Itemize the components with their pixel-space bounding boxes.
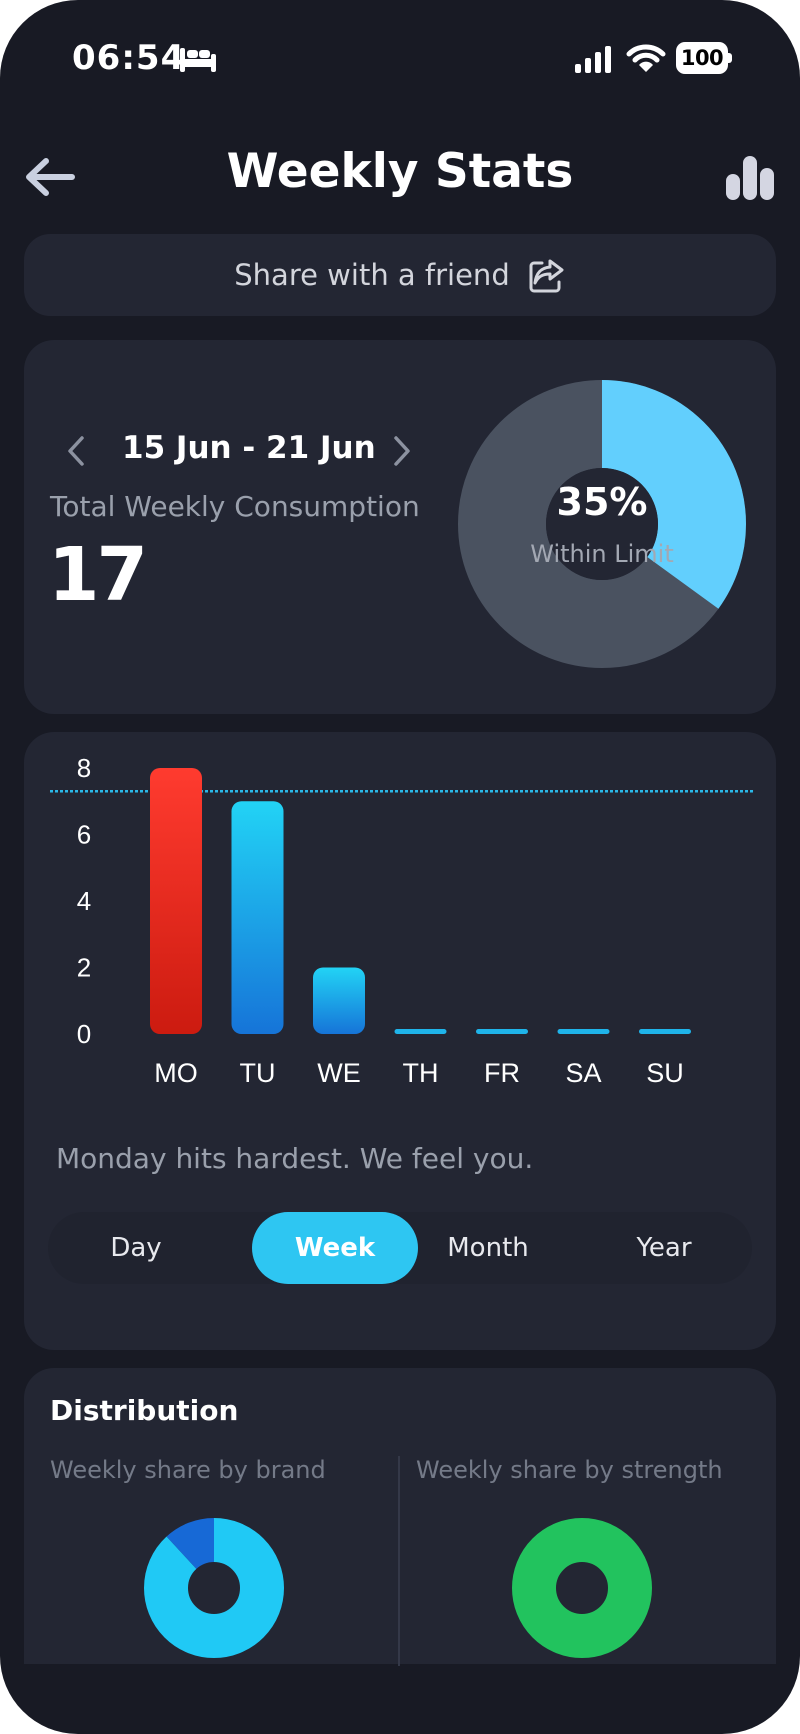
page-title: Weekly Stats xyxy=(226,144,574,199)
tab-day[interactable]: Day xyxy=(110,1233,162,1263)
x-tick-label: WE xyxy=(317,1058,361,1088)
distribution-card: Distribution Weekly share by brand Weekl… xyxy=(24,1368,776,1666)
bar-fr xyxy=(476,1029,528,1034)
share-icon xyxy=(529,259,564,293)
x-tick-label: SU xyxy=(646,1058,684,1088)
donut-slice-1 xyxy=(144,1518,284,1658)
weekly-summary-card: 15 Jun - 21 Jun Total Weekly Consumption… xyxy=(24,340,776,714)
previous-week-icon[interactable] xyxy=(64,434,88,468)
y-tick-label: 2 xyxy=(77,953,91,983)
within-limit-percent: 35% xyxy=(556,480,648,524)
bar-sa xyxy=(557,1029,610,1034)
bar-tu xyxy=(231,801,284,1034)
distribution-divider xyxy=(398,1456,400,1666)
x-tick-label: MO xyxy=(154,1058,198,1088)
battery-indicator: 100 xyxy=(676,42,732,74)
daily-consumption-card: 0 2 4 6 8 MO TU WE TH FR SA SU Monday hits hardest.… xyxy=(24,732,776,1350)
x-tick-label: FR xyxy=(484,1058,520,1088)
y-tick-label: 4 xyxy=(77,886,91,916)
battery-level: 100 xyxy=(676,42,728,74)
cellular-signal-icon xyxy=(575,46,611,73)
share-with-friend-button[interactable]: Share with a friend xyxy=(24,234,776,316)
bar-th xyxy=(394,1029,447,1034)
bar-we xyxy=(313,967,365,1034)
total-consumption-value: 17 xyxy=(48,532,148,618)
y-tick-label: 6 xyxy=(77,820,91,850)
bar-mo xyxy=(150,768,202,1034)
battery-tip xyxy=(728,53,732,63)
status-time: 06:54 xyxy=(72,38,186,78)
chart-caption: Monday hits hardest. We feel you. xyxy=(56,1142,534,1175)
next-week-icon[interactable] xyxy=(390,434,414,468)
strength-share-donut-chart xyxy=(512,1518,652,1658)
brand-share-label: Weekly share by brand xyxy=(50,1456,326,1484)
donut-slice-0 xyxy=(512,1518,652,1658)
strength-share-label: Weekly share by strength xyxy=(416,1456,723,1484)
tab-month[interactable]: Month xyxy=(447,1233,529,1263)
donut-hole xyxy=(546,468,658,580)
bar-su xyxy=(639,1029,691,1034)
sleep-bed-icon xyxy=(180,48,216,72)
tab-week[interactable]: Week xyxy=(252,1212,418,1284)
x-tick-label: TH xyxy=(403,1058,439,1088)
date-range: 15 Jun - 21 Jun xyxy=(122,430,376,466)
share-button-label: Share with a friend xyxy=(234,258,510,292)
range-selector: Day Week Month Year xyxy=(48,1212,752,1284)
x-tick-label: TU xyxy=(240,1058,276,1088)
tab-year[interactable]: Year xyxy=(636,1233,692,1263)
distribution-title: Distribution xyxy=(50,1394,239,1427)
x-tick-label: SA xyxy=(565,1058,601,1088)
within-limit-caption: Within Limit xyxy=(530,540,674,568)
y-tick-label: 0 xyxy=(77,1019,91,1049)
brand-share-donut-chart xyxy=(144,1518,284,1658)
y-tick-label: 8 xyxy=(77,753,91,783)
total-consumption-label: Total Weekly Consumption xyxy=(50,490,420,523)
donut-arc-within-limit xyxy=(458,380,746,668)
within-limit-donut-chart xyxy=(458,380,746,668)
wifi-icon xyxy=(626,44,666,72)
bar-chart-icon[interactable] xyxy=(724,152,776,202)
daily-bar-chart: 0 2 4 6 8 MO TU WE TH FR SA SU xyxy=(50,753,754,1088)
back-arrow-icon[interactable] xyxy=(22,152,76,202)
